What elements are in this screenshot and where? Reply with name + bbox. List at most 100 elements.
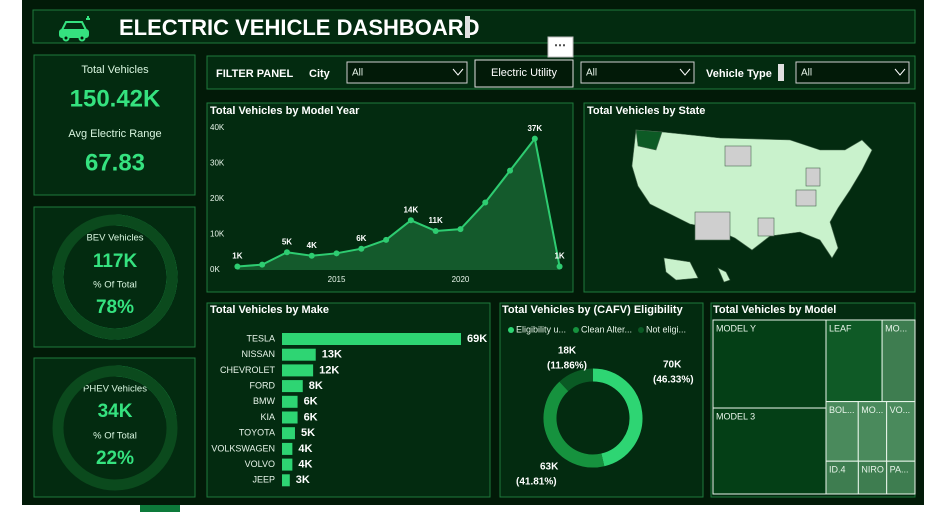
data-label: 63K — [540, 462, 559, 473]
kpi-value: 150.42K — [70, 85, 161, 112]
treemap-label: MO... — [885, 323, 907, 333]
treemap-label: MODEL Y — [716, 323, 756, 333]
treemap-label: NIRO — [861, 465, 884, 475]
bar — [282, 333, 461, 345]
ring-track — [52, 365, 178, 491]
data-label: 6K — [304, 411, 318, 423]
bar — [282, 442, 293, 455]
more-options[interactable] — [547, 36, 574, 58]
dropdown-arrow — [894, 68, 906, 76]
category-label: TESLA — [246, 333, 275, 343]
y-tick-label: 20K — [210, 194, 225, 203]
chart-title: Total Vehicles by State — [587, 105, 705, 117]
bar — [282, 395, 298, 408]
header-bar — [32, 9, 916, 44]
data-label: 70K — [663, 360, 682, 371]
dropdown[interactable] — [795, 61, 910, 84]
line — [237, 136, 561, 268]
category-label: NISSAN — [241, 349, 275, 359]
dropdown-value: All — [352, 68, 363, 79]
filter-title: FILTER PANEL — [216, 68, 293, 80]
more-options-icon: ⋯ — [554, 38, 566, 52]
line-area — [237, 138, 560, 270]
category-label: BMW — [253, 396, 276, 406]
treemap-cell — [712, 319, 827, 409]
legend-swatch — [638, 327, 644, 333]
data-label: 8K — [309, 380, 323, 392]
data-label: 4K — [307, 241, 317, 250]
chart-title: Total Vehicles by Model Year — [210, 105, 360, 117]
kpi-label: % Of Total — [93, 280, 137, 291]
legend-swatch — [508, 327, 514, 333]
line-point — [283, 249, 290, 256]
legend-label: Not eligi... — [646, 324, 686, 334]
treemap-cell — [881, 319, 916, 403]
bar — [282, 474, 290, 487]
kpi-value: 78% — [96, 297, 134, 318]
donut-segment — [559, 368, 594, 392]
x-tick-label: 2020 — [452, 275, 470, 284]
category-label: JEEP — [252, 475, 275, 485]
data-label: 5K — [301, 427, 315, 439]
y-tick-label: 0K — [210, 265, 220, 274]
kpi-card — [33, 54, 196, 196]
treemap-label: MO... — [861, 405, 883, 415]
tab-strip — [140, 505, 180, 512]
category-label: KIA — [260, 412, 275, 422]
donut-segment — [592, 368, 643, 467]
filter-label-box — [474, 59, 574, 88]
chart-title: Total Vehicles by (CAFV) Eligibility — [502, 304, 684, 316]
data-label: 5K — [282, 237, 292, 246]
kpi-value: 22% — [96, 448, 134, 469]
data-label: 37K — [527, 124, 542, 133]
line-point — [407, 217, 414, 224]
treemap-cell — [825, 401, 859, 462]
data-label: 11K — [429, 216, 443, 225]
donut-segment — [543, 381, 605, 468]
line-point — [234, 263, 241, 270]
data-label: 4K — [298, 443, 312, 455]
treemap-label: PA... — [890, 465, 909, 475]
filter-label: Electric Utility — [491, 67, 558, 79]
line-point — [531, 135, 538, 142]
bar — [282, 348, 316, 361]
dropdown-arrow — [679, 68, 691, 76]
treemap-cell — [886, 401, 916, 462]
ring-track — [52, 214, 178, 340]
data-label: (46.33%) — [653, 375, 694, 386]
kpi-label: % Of Total — [93, 431, 137, 442]
line-point — [333, 250, 340, 257]
dropdown-arrow — [452, 68, 464, 76]
line-point — [507, 167, 514, 174]
filter-label: Vehicle Type — [706, 68, 772, 80]
dropdown[interactable] — [346, 61, 468, 84]
us-map — [631, 129, 873, 283]
dropdown[interactable] — [580, 61, 695, 84]
treemap-cell — [886, 460, 916, 495]
data-label: 18K — [558, 346, 577, 357]
data-label: 6K — [356, 234, 366, 243]
treemap-cell — [857, 460, 888, 495]
chart-title: Total Vehicles by Model — [713, 304, 836, 316]
dashboard-title: ELECTRIC VEHICLE DASHBOARD — [119, 15, 480, 40]
line-point — [457, 226, 464, 233]
data-label: (11.86%) — [547, 361, 587, 372]
y-tick-label: 10K — [210, 230, 225, 239]
bar — [282, 380, 303, 393]
bar — [282, 411, 298, 424]
data-label: 1K — [232, 252, 242, 261]
line-point — [259, 261, 266, 268]
x-tick-label: 2015 — [328, 275, 346, 284]
treemap-label: ID.4 — [829, 465, 846, 475]
data-label: (41.81%) — [516, 477, 557, 488]
cursor-bar — [778, 64, 784, 81]
line-point — [308, 252, 315, 259]
category-label: FORD — [250, 380, 276, 390]
kpi-value: 34K — [98, 401, 133, 422]
line-point — [358, 245, 365, 252]
category-label: TOYOTA — [239, 428, 275, 438]
bar — [282, 458, 293, 471]
legend-label: Clean Alter... — [581, 324, 632, 334]
legend-label: Eligibility u... — [516, 324, 566, 334]
category-label: VOLVO — [245, 459, 275, 469]
